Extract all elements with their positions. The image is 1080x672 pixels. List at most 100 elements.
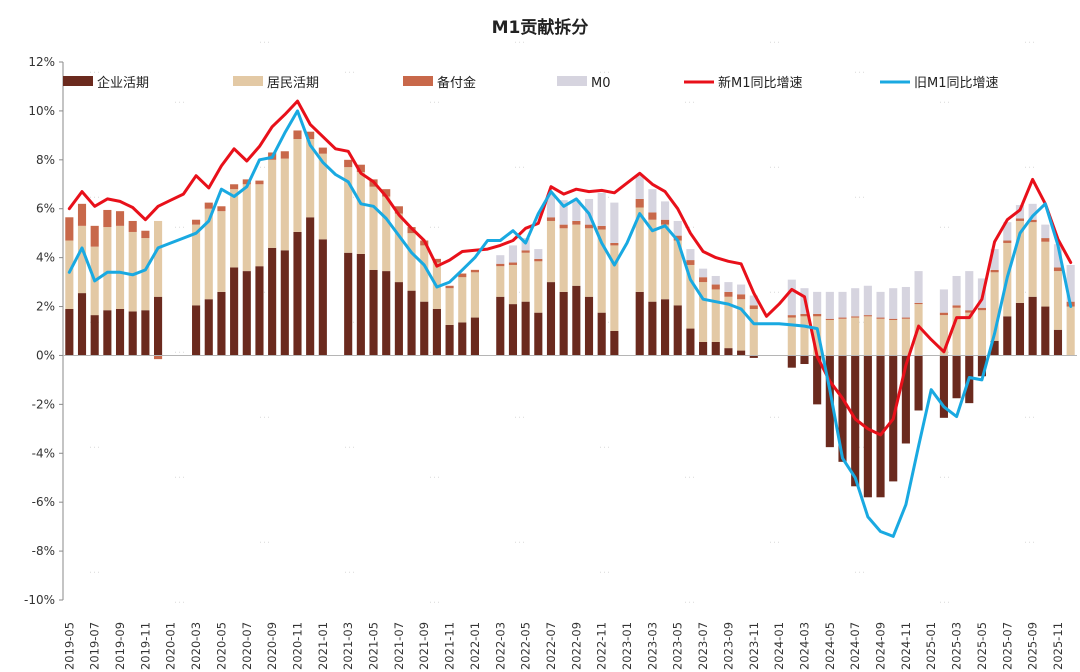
bar-企业活期-2025-05	[977, 355, 986, 377]
decor-dot	[685, 601, 686, 603]
decor-dot	[183, 476, 184, 478]
legend-label: 旧M1同比增速	[914, 76, 999, 91]
decor-dot	[345, 446, 346, 448]
decor-dot	[515, 41, 516, 43]
decor-dot	[863, 196, 864, 198]
decor-dot	[519, 291, 520, 293]
bar-备付金-2023-04	[661, 219, 670, 225]
x-tick-label: 2019-05	[62, 622, 76, 670]
bar-M0-2023-04	[661, 201, 670, 220]
bar-企业活期-2022-12	[610, 331, 619, 356]
bar-居民活期-2023-10	[737, 299, 746, 351]
x-tick-label: 2022-07	[544, 622, 558, 670]
bar-M0-2024-12	[914, 271, 923, 303]
bar-企业活期-2020-04	[204, 299, 213, 356]
bar-企业活期-2024-02	[787, 355, 796, 368]
bar-居民活期-2021-01	[318, 153, 327, 240]
decor-dot	[774, 541, 775, 543]
bar-备付金-2022-01	[470, 269, 479, 273]
bar-企业活期-2020-09	[268, 247, 277, 356]
decor-dot	[1033, 541, 1034, 543]
bar-企业活期-2020-11	[293, 231, 302, 356]
bar-备付金-2024-05	[825, 318, 834, 320]
bar-备付金-2021-10	[432, 258, 441, 263]
decor-dot	[778, 166, 779, 168]
bar-备付金-2020-07	[242, 179, 251, 185]
bar-备付金-2021-01	[318, 147, 327, 154]
bar-企业活期-2021-06	[382, 271, 391, 356]
legend-label: 企业活期	[97, 75, 149, 91]
decor-dot	[604, 71, 605, 73]
bar-M0-2022-08	[559, 200, 568, 225]
x-tick-label: 2023-11	[747, 622, 761, 670]
decor-dot	[523, 416, 524, 418]
decor-dot	[434, 476, 435, 478]
decor-dot	[693, 101, 694, 103]
decor-dot	[523, 541, 524, 543]
bar-M0-2025-06	[990, 249, 999, 270]
bar-企业活期-2021-04	[356, 253, 365, 356]
bar-居民活期-2019-06	[77, 225, 87, 294]
bar-备付金-2024-02	[787, 315, 796, 318]
decor-dot	[855, 571, 856, 573]
bar-M0-2025-12	[1066, 264, 1075, 302]
decor-dot	[863, 321, 864, 323]
bar-备付金-2020-06	[230, 184, 239, 190]
bar-企业活期-2019-10	[128, 311, 137, 356]
bar-居民活期-2021-11	[445, 288, 454, 325]
decor-dot	[175, 226, 176, 228]
x-tick-label: 2023-05	[671, 622, 685, 670]
x-axis: 2019-05 2019-07 2019-09 2019-11 2020-01 2020-…	[62, 622, 1065, 670]
bar-企业活期-2023-06	[686, 328, 695, 356]
bar-备付金-2022-09	[572, 220, 581, 225]
bar-居民活期-2023-11	[749, 308, 758, 356]
decor-dot	[604, 446, 605, 448]
bar-备付金-2020-04	[204, 202, 213, 209]
decor-dot	[353, 71, 354, 73]
decor-dot	[353, 571, 354, 573]
bar-企业活期-2023-05	[673, 305, 682, 356]
y-tick-label: 10%	[28, 104, 55, 118]
decor-dot	[349, 71, 350, 73]
decor-dot	[353, 196, 354, 198]
bar-企业活期-2020-10	[280, 250, 289, 356]
bar-M0-2022-04	[508, 245, 518, 263]
bar-居民活期-2024-03	[800, 316, 809, 356]
legend-swatch	[233, 76, 263, 86]
bar-居民活期-2025-03	[952, 307, 961, 356]
decor-dot	[175, 601, 176, 603]
legend-label: M0	[591, 76, 611, 91]
bar-备付金-2021-12	[458, 273, 467, 278]
bar-备付金-2024-09	[876, 317, 885, 319]
x-tick-label: 2024-11	[899, 622, 913, 670]
bar-居民活期-2024-07	[851, 317, 860, 356]
decor-dot	[1029, 416, 1030, 418]
decor-dot	[183, 101, 184, 103]
bar-企业活期-2025-06	[990, 340, 999, 356]
bar-企业活期-2019-11	[141, 310, 150, 356]
decor-dot	[940, 226, 941, 228]
bar-M0-2023-11	[749, 295, 758, 306]
bar-备付金-2021-07	[394, 206, 403, 214]
bar-备付金-2019-05	[65, 217, 74, 241]
bar-备付金-2025-02	[939, 312, 948, 316]
bar-居民活期-2025-02	[939, 315, 948, 356]
bar-居民活期-2020-08	[255, 184, 264, 267]
bar-居民活期-2020-12	[306, 139, 315, 218]
bar-居民活期-2020-11	[293, 139, 302, 232]
bar-M0-2025-07	[1003, 222, 1012, 241]
bar-M0-2022-12	[610, 202, 619, 243]
x-tick-label: 2024-01	[772, 622, 786, 670]
x-tick-label: 2020-11	[290, 622, 304, 670]
decor-dot	[264, 416, 265, 418]
bar-备付金-2025-06	[990, 269, 999, 273]
decor-dot	[94, 571, 95, 573]
bar-备付金-2024-11	[901, 317, 910, 319]
bar-备付金-2025-08	[1015, 218, 1025, 221]
decor-dot	[519, 166, 520, 168]
bar-居民活期-2020-09	[268, 159, 277, 248]
bar-备付金-2025-07	[1003, 240, 1012, 243]
bar-居民活期-2021-04	[356, 172, 365, 254]
decor-dot	[519, 41, 520, 43]
